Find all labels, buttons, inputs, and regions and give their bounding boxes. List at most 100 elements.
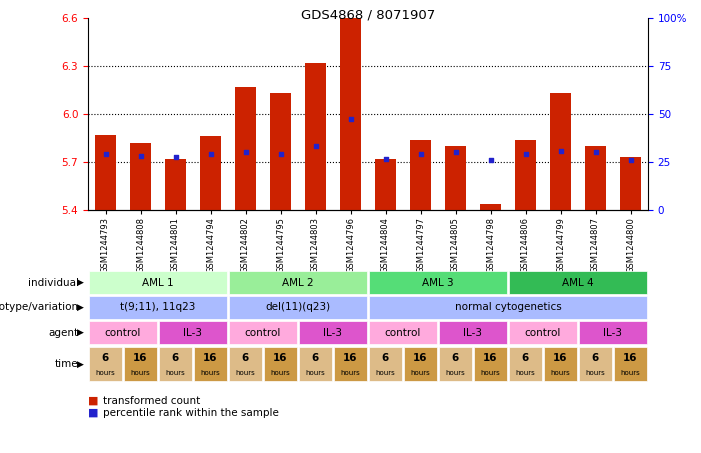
Bar [544,347,578,381]
Bar [509,347,543,381]
Text: IL-3: IL-3 [323,328,343,337]
Bar [89,271,227,294]
Text: hours: hours [200,370,220,376]
Point [310,142,321,149]
Text: ▶: ▶ [77,303,84,312]
Text: 16: 16 [553,352,568,362]
Bar [340,15,361,210]
Bar [89,321,157,344]
Text: 6: 6 [172,352,179,362]
Text: 6: 6 [592,352,599,362]
Text: control: control [245,328,281,337]
Bar [89,347,122,381]
Bar [89,296,227,319]
Point [415,150,426,158]
Bar [369,321,437,344]
Text: hours: hours [620,370,641,376]
Point [345,115,356,122]
Text: IL-3: IL-3 [604,328,622,337]
Text: 6: 6 [242,352,249,362]
Bar [410,140,431,210]
Text: hours: hours [411,370,430,376]
Bar [585,146,606,210]
Point [380,155,391,163]
Text: ▶: ▶ [77,278,84,287]
Text: control: control [525,328,562,337]
Bar [264,347,297,381]
Text: 6: 6 [522,352,529,362]
Bar [375,159,396,210]
Bar [123,347,157,381]
Text: hours: hours [95,370,116,376]
Text: del(11)(q23): del(11)(q23) [266,303,331,313]
Text: hours: hours [306,370,325,376]
Text: 16: 16 [273,352,287,362]
Bar [509,271,647,294]
Text: hours: hours [516,370,536,376]
Text: hours: hours [376,370,395,376]
Text: hours: hours [585,370,606,376]
Point [205,150,216,158]
Text: 6: 6 [452,352,459,362]
Text: ▶: ▶ [77,360,84,368]
Bar [165,159,186,210]
Text: IL-3: IL-3 [184,328,203,337]
Text: control: control [385,328,421,337]
Bar [613,347,647,381]
Text: 16: 16 [203,352,218,362]
Point [100,150,111,158]
Text: AML 1: AML 1 [142,278,174,288]
Bar [95,135,116,210]
Text: 6: 6 [382,352,389,362]
Text: hours: hours [481,370,501,376]
Text: AML 2: AML 2 [283,278,314,288]
Text: 16: 16 [623,352,638,362]
Text: 16: 16 [133,352,148,362]
Bar [404,347,437,381]
Point [555,147,566,154]
Bar [229,321,297,344]
Text: normal cytogenetics: normal cytogenetics [455,303,562,313]
Bar [620,157,641,210]
Text: ▶: ▶ [77,328,84,337]
Bar [229,296,367,319]
Text: hours: hours [236,370,255,376]
Bar [369,296,647,319]
Bar [509,321,578,344]
Text: percentile rank within the sample: percentile rank within the sample [104,408,279,418]
Bar [270,93,291,210]
Bar [439,321,508,344]
Text: hours: hours [446,370,465,376]
Text: 6: 6 [102,352,109,362]
Text: transformed count: transformed count [104,396,200,406]
Text: hours: hours [165,370,185,376]
Text: hours: hours [130,370,151,376]
Bar [439,347,472,381]
Text: AML 3: AML 3 [422,278,454,288]
Point [485,157,496,164]
Bar [130,143,151,210]
Text: IL-3: IL-3 [463,328,482,337]
Text: 16: 16 [343,352,358,362]
Bar [334,347,367,381]
Bar [579,321,647,344]
Text: t(9;11), 11q23: t(9;11), 11q23 [121,303,196,313]
Bar [158,347,192,381]
Point [275,150,286,158]
Bar [299,321,367,344]
Point [170,154,181,161]
Bar [550,93,571,210]
Bar [229,347,262,381]
Bar [474,347,508,381]
Point [590,149,601,156]
Bar [229,271,367,294]
Bar [480,203,501,210]
Text: AML 4: AML 4 [562,278,594,288]
Text: agent: agent [48,328,79,337]
Point [625,157,636,164]
Text: individual: individual [27,278,79,288]
Text: 16: 16 [483,352,498,362]
Text: control: control [105,328,141,337]
Point [520,150,531,158]
Point [135,152,146,159]
